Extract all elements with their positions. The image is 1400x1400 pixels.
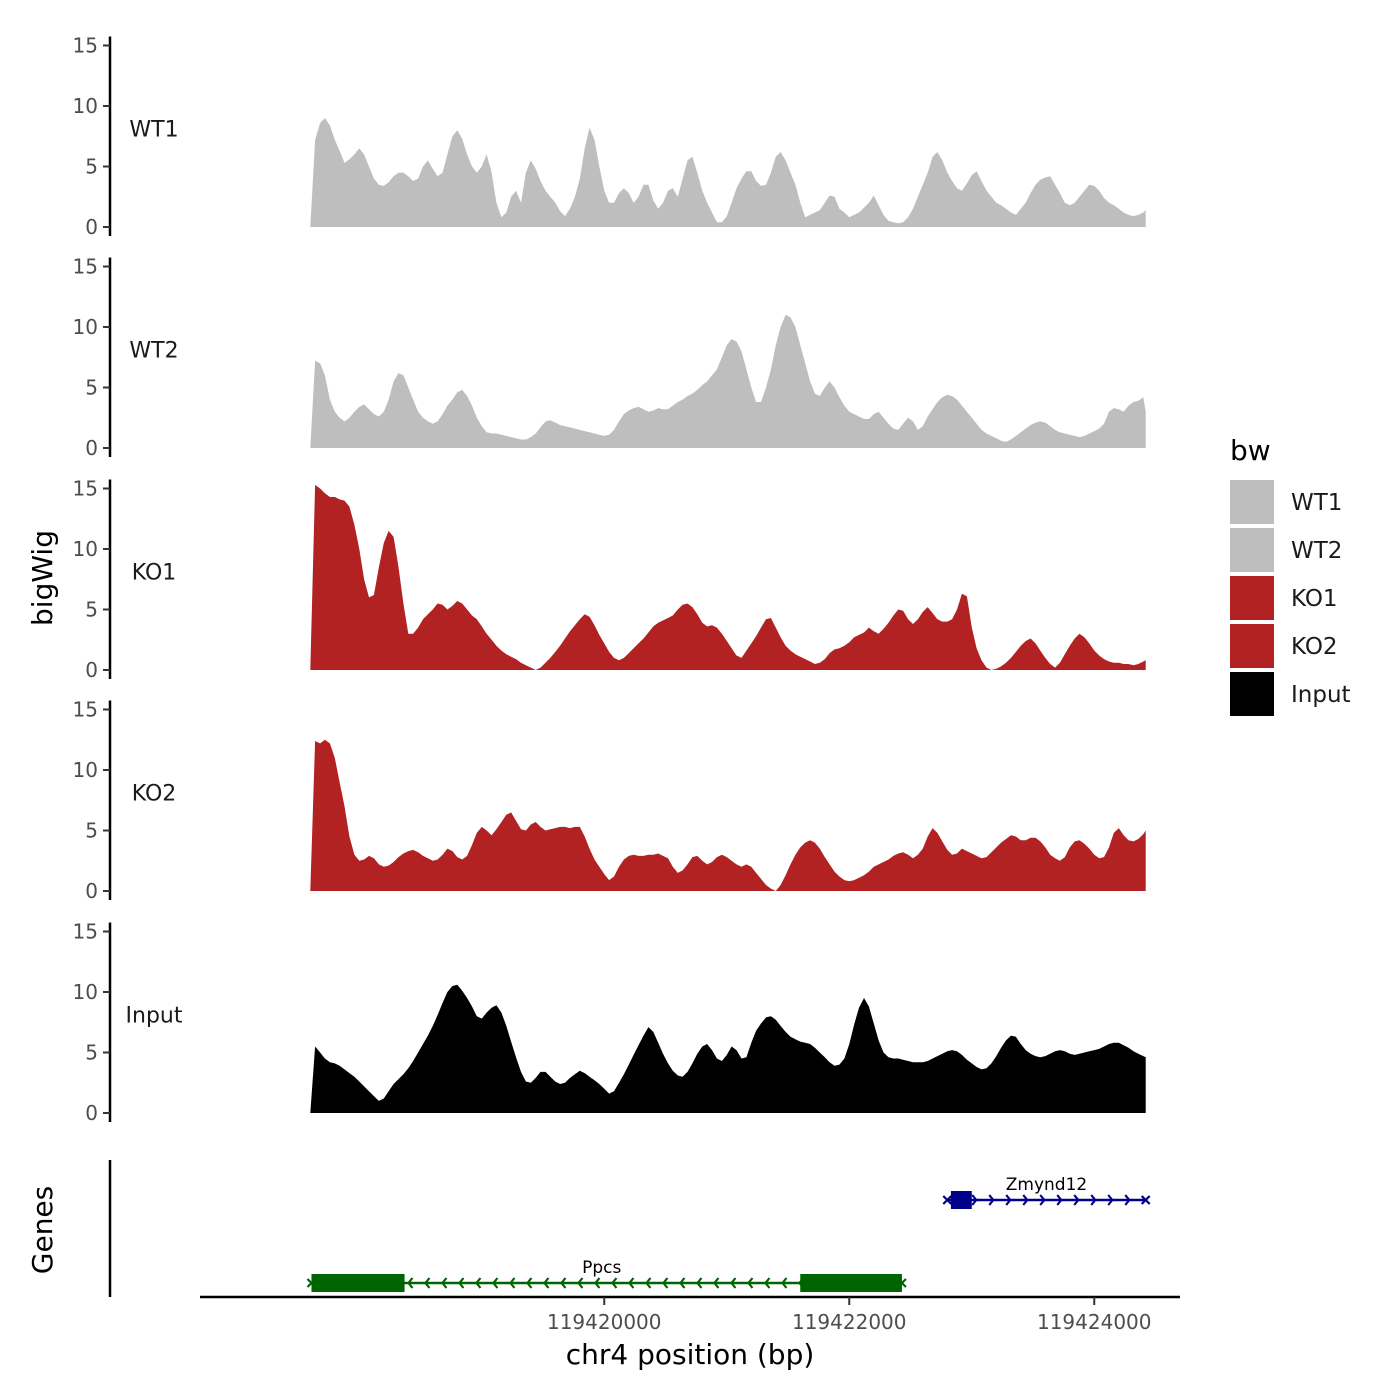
strand-arrow	[679, 1277, 686, 1289]
bigwig-tracks: 0 5 10 15 WT1 0 5 10 15 WT2 0 5 10 15 KO1 0 5 10 15 KO2 0 5 10…	[73, 34, 1146, 1125]
gene-track: Ppcs Zmynd12	[108, 1160, 1151, 1297]
x-tick-label: 119424000	[1037, 1310, 1152, 1334]
y-tick-label: 0	[85, 436, 98, 460]
gene-end-cap	[1140, 1195, 1151, 1205]
strand-arrow	[526, 1277, 533, 1289]
strand-arrow	[441, 1277, 448, 1289]
track-ko2: 0 5 10 15 KO2	[73, 698, 1146, 903]
legend-label: KO2	[1291, 634, 1338, 660]
strand-arrow	[594, 1277, 601, 1289]
strand-arrow	[577, 1277, 584, 1289]
legend-title: bw	[1230, 434, 1271, 467]
track-input: 0 5 10 15 Input	[73, 920, 1146, 1125]
legend-swatch-ko1	[1230, 576, 1274, 620]
area-wt2	[310, 314, 1146, 448]
legend-swatch-input	[1230, 672, 1274, 716]
gene-label: Ppcs	[582, 1258, 621, 1278]
legend-swatch-wt2	[1230, 528, 1274, 572]
y-tick-label: 0	[85, 879, 98, 903]
strand-arrow	[747, 1277, 754, 1289]
strand-arrow	[1056, 1194, 1063, 1206]
y-tick-label: 0	[85, 215, 98, 239]
y-tick-label: 5	[85, 819, 98, 843]
y-tick-label: 0	[85, 1101, 98, 1125]
strand-arrow	[1022, 1194, 1029, 1206]
strand-arrow	[458, 1277, 465, 1289]
track-label: WT2	[129, 338, 178, 363]
gene-label: Zmynd12	[1006, 1175, 1087, 1195]
track-ko1: 0 5 10 15 KO1	[73, 477, 1146, 682]
strand-arrow	[475, 1277, 482, 1289]
strand-arrow	[645, 1277, 652, 1289]
legend-swatch-wt1	[1230, 480, 1274, 524]
legend-label: Input	[1291, 682, 1351, 708]
strand-arrow	[628, 1277, 635, 1289]
exon	[800, 1274, 902, 1292]
y-axis-title: bigWig	[26, 530, 59, 626]
x-tick-label: 119422000	[792, 1310, 907, 1334]
strand-arrow	[1107, 1194, 1114, 1206]
y-tick-label: 10	[73, 315, 98, 339]
strand-arrow	[407, 1277, 414, 1289]
strand-arrow	[713, 1277, 720, 1289]
strand-arrow	[1039, 1194, 1046, 1206]
legend-label: WT1	[1291, 490, 1342, 516]
strand-arrow	[1073, 1194, 1080, 1206]
area-ko2	[310, 739, 1146, 891]
strand-arrow	[662, 1277, 669, 1289]
y-tick-label: 10	[73, 94, 98, 118]
y-tick-label: 5	[85, 1041, 98, 1065]
legend: bw WT1 WT2 KO1 KO2 Input	[1230, 434, 1351, 716]
strand-arrow	[1124, 1194, 1131, 1206]
x-tick-label: 119420000	[547, 1310, 662, 1334]
area-wt1	[310, 69, 1146, 227]
track-label: WT1	[129, 117, 178, 142]
y-tick-label: 15	[73, 477, 98, 501]
gene-zmynd12: Zmynd12	[942, 1175, 1151, 1209]
area-ko1	[310, 484, 1146, 670]
gene-ppcs: Ppcs	[306, 1258, 907, 1292]
strand-arrow	[611, 1277, 618, 1289]
y-tick-label: 0	[85, 658, 98, 682]
strand-arrow	[781, 1277, 788, 1289]
y-tick-label: 15	[73, 920, 98, 944]
y-tick-label: 5	[85, 155, 98, 179]
y-tick-label: 10	[73, 758, 98, 782]
y-tick-label: 15	[73, 698, 98, 722]
strand-arrow	[730, 1277, 737, 1289]
track-wt2: 0 5 10 15 WT2	[73, 255, 1146, 460]
y-tick-label: 10	[73, 537, 98, 561]
y-tick-label: 15	[73, 34, 98, 58]
strand-arrow	[424, 1277, 431, 1289]
y-tick-label: 10	[73, 980, 98, 1004]
strand-arrow	[764, 1277, 771, 1289]
y-tick-label: 15	[73, 255, 98, 279]
strand-arrow	[492, 1277, 499, 1289]
exon	[950, 1191, 972, 1209]
area-input	[310, 935, 1146, 1113]
strand-arrow	[543, 1277, 550, 1289]
legend-label: KO1	[1291, 586, 1338, 612]
strand-arrow	[1090, 1194, 1097, 1206]
strand-arrow	[509, 1277, 516, 1289]
strand-arrow	[971, 1194, 978, 1206]
strand-arrow	[1005, 1194, 1012, 1206]
x-axis: 119420000 119422000 119424000	[200, 1295, 1180, 1334]
exon	[311, 1274, 405, 1292]
strand-arrow	[560, 1277, 567, 1289]
legend-swatch-ko2	[1230, 624, 1274, 668]
x-axis-title: chr4 position (bp)	[566, 1338, 815, 1371]
track-label: KO1	[132, 560, 177, 585]
track-label: KO2	[132, 781, 177, 806]
strand-arrow	[696, 1277, 703, 1289]
track-label: Input	[126, 1003, 183, 1028]
y-tick-label: 5	[85, 376, 98, 400]
gene-end-cap	[942, 1195, 953, 1205]
genes-axis-title: Genes	[26, 1186, 59, 1274]
y-tick-label: 5	[85, 598, 98, 622]
strand-arrow	[988, 1194, 995, 1206]
track-wt1: 0 5 10 15 WT1	[73, 34, 1146, 239]
legend-label: WT2	[1291, 538, 1342, 564]
